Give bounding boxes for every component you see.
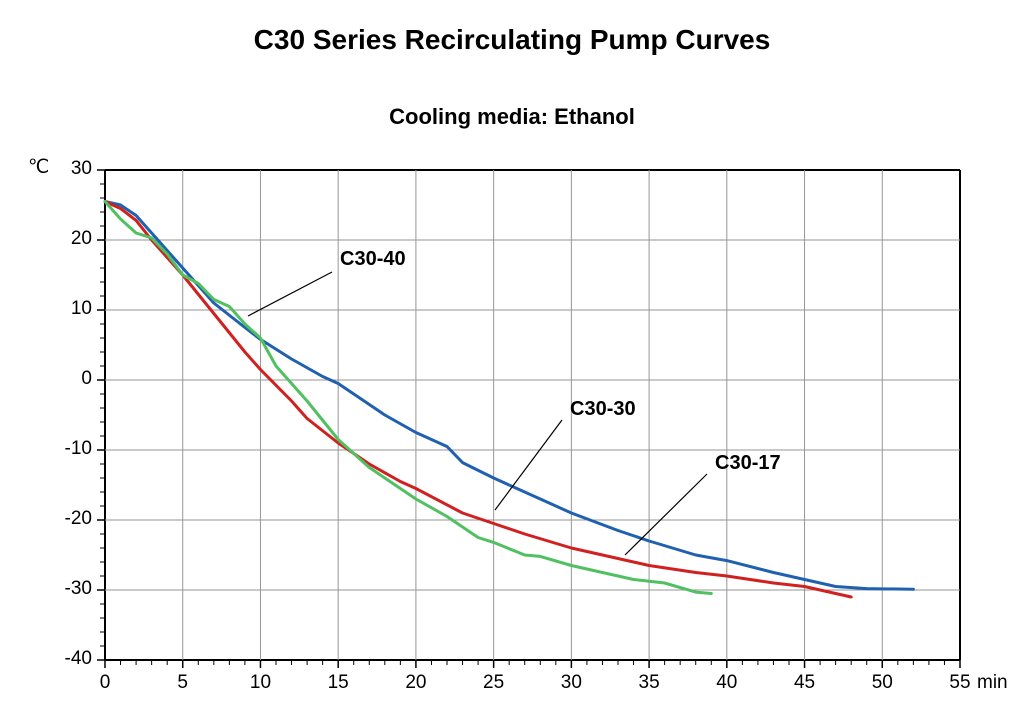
- x-tick-label: 35: [629, 672, 669, 694]
- plot-area: [0, 0, 1024, 721]
- x-tick-label: 10: [240, 672, 280, 694]
- y-tick-label: 0: [50, 368, 92, 390]
- x-tick-label: 25: [474, 672, 514, 694]
- x-tick-label: 45: [785, 672, 825, 694]
- x-tick-label: 5: [163, 672, 203, 694]
- x-tick-label: 15: [318, 672, 358, 694]
- y-tick-label: -30: [50, 578, 92, 600]
- y-tick-label: 30: [50, 158, 92, 180]
- x-tick-label: 20: [396, 672, 436, 694]
- x-tick-label: 0: [85, 672, 125, 694]
- x-tick-label: 30: [551, 672, 591, 694]
- series-label: C30-30: [570, 398, 636, 421]
- x-tick-label: 50: [862, 672, 902, 694]
- series-label: C30-17: [715, 452, 781, 475]
- y-tick-label: -40: [50, 648, 92, 670]
- y-tick-label: -10: [50, 438, 92, 460]
- x-tick-label: 40: [707, 672, 747, 694]
- x-tick-label: 55: [940, 672, 980, 694]
- y-tick-label: 20: [50, 228, 92, 250]
- y-tick-label: 10: [50, 298, 92, 320]
- series-label: C30-40: [340, 248, 406, 271]
- y-tick-label: -20: [50, 508, 92, 530]
